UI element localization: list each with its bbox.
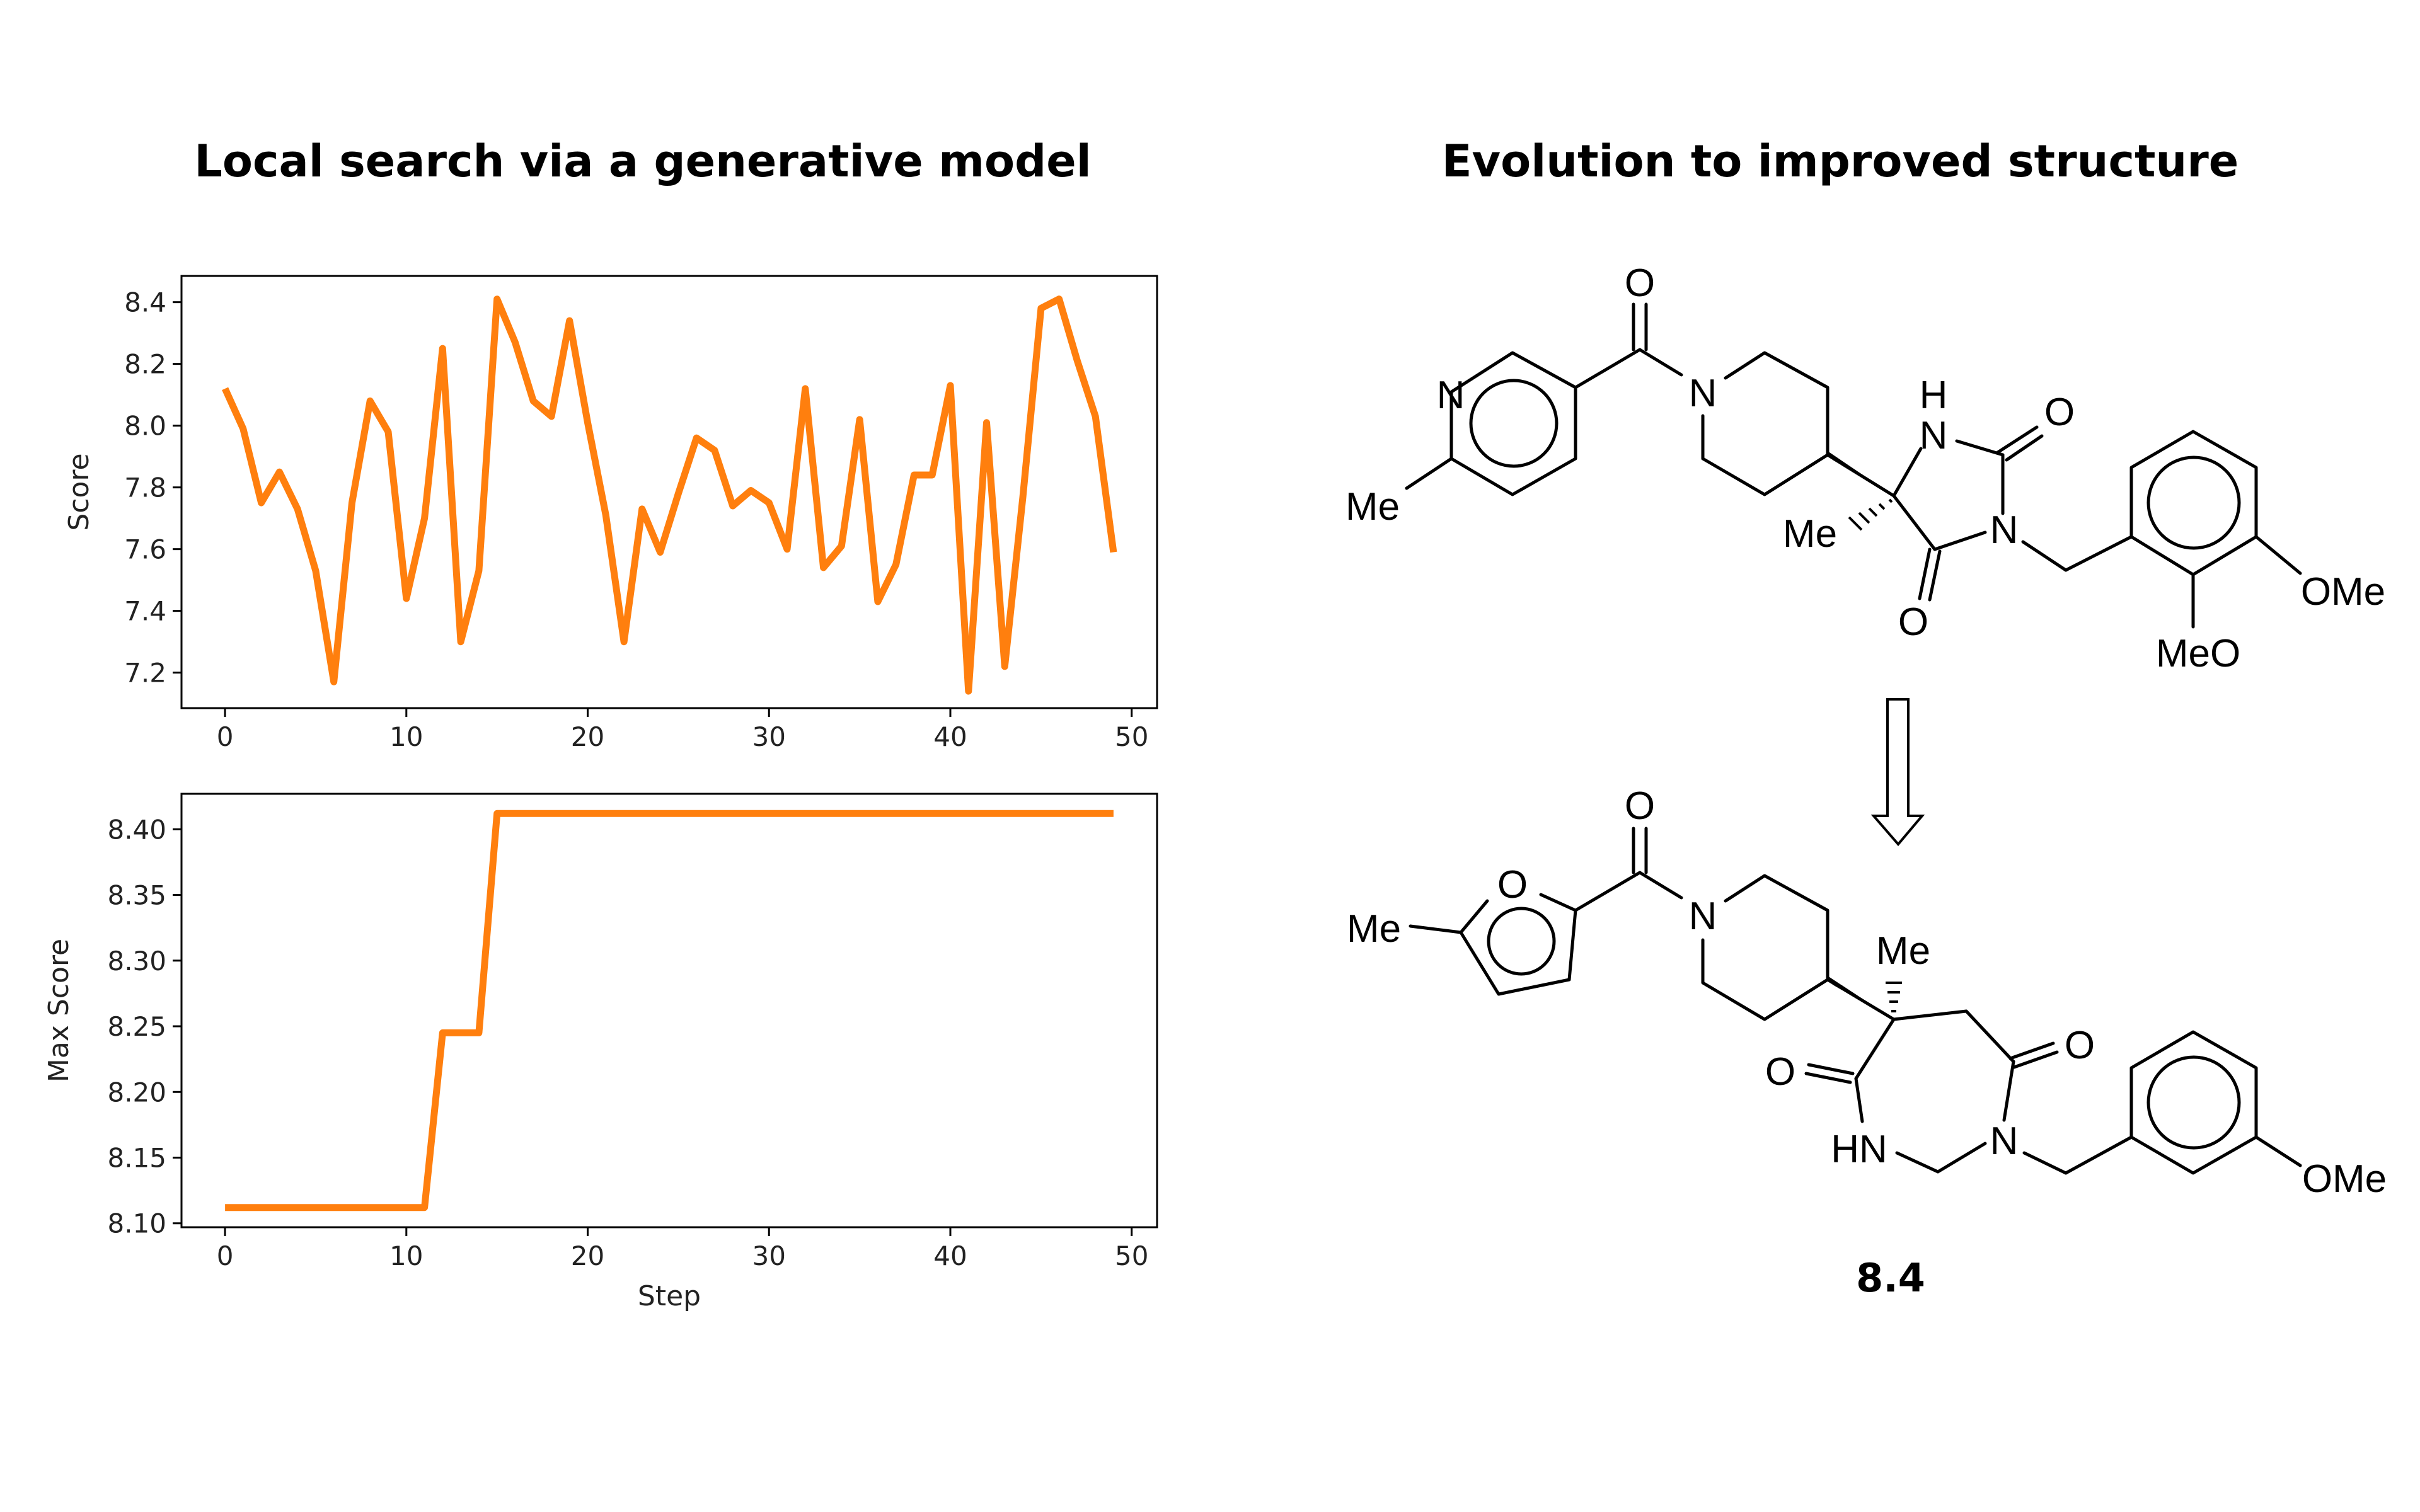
atom-h-imide: H — [1920, 374, 1948, 417]
y-axis-label: Max Score — [43, 939, 75, 1082]
atom-ome: OMe — [2302, 1157, 2387, 1201]
y-tick-label: 8.20 — [107, 1077, 166, 1108]
atom-n-pyridine: N — [1437, 374, 1465, 417]
atom-hn: HN — [1831, 1128, 1887, 1171]
y-tick-label: 8.30 — [107, 946, 166, 976]
molecule-original: O N Me N H N O Me N O OMe MeO — [1345, 261, 2385, 675]
plot-frame — [180, 275, 1158, 709]
atom-o-right: O — [2065, 1024, 2095, 1067]
x-tick-label: 20 — [571, 1240, 604, 1271]
atom-o: O — [1625, 784, 1655, 828]
atom-n-imide: N — [1990, 508, 2019, 552]
y-tick-label: 8.10 — [107, 1208, 166, 1239]
x-tick-label: 30 — [752, 1240, 786, 1271]
atom-n-piperidine: N — [1689, 895, 1717, 938]
x-tick-label: 50 — [1115, 721, 1148, 752]
right-panel-title: Evolution to improved structure — [1442, 135, 2239, 187]
score-chart: 0 10 20 30 40 50 7.2 7.4 7.6 7.8 8.0 8.2 8.4 Score — [63, 275, 1158, 752]
atom-o-urea: O — [2044, 391, 2075, 434]
y-tick-label: 8.4 — [124, 287, 166, 318]
y-tick-label: 8.25 — [107, 1011, 166, 1042]
atom-me-furan: Me — [1347, 907, 1401, 951]
max-score-chart: 0 10 20 30 40 50 8.10 8.15 8.20 8.25 8.30 8.35 8.40 M… — [43, 793, 1158, 1312]
atom-ome-right: OMe — [2301, 570, 2385, 614]
y-tick-label: 7.8 — [124, 472, 166, 503]
atom-o-imide: O — [1898, 600, 1928, 644]
x-tick-label: 50 — [1115, 1240, 1148, 1271]
left-panel-title: Local search via a generative model — [194, 135, 1091, 187]
y-tick-label: 8.40 — [107, 814, 166, 845]
atom-o: O — [1625, 261, 1655, 305]
x-tick-label: 0 — [217, 1240, 234, 1271]
y-tick-label: 8.15 — [107, 1143, 166, 1174]
x-tick-label: 20 — [571, 721, 604, 752]
y-tick-label: 8.0 — [124, 411, 166, 442]
y-tick-label: 7.6 — [124, 534, 166, 565]
atom-o-furan: O — [1497, 863, 1528, 907]
atom-n-ring: N — [1990, 1120, 2019, 1163]
x-tick-label: 40 — [933, 1240, 967, 1271]
atom-o-left: O — [1765, 1050, 1795, 1094]
y-axis-label: Score — [63, 453, 95, 530]
x-tick-label: 10 — [389, 721, 423, 752]
molecule-improved: O O Me N Me O O HN N OMe — [1347, 784, 2387, 1201]
improved-score-label: 8.4 — [1856, 1255, 1925, 1301]
x-tick-label: 40 — [933, 721, 967, 752]
y-tick-label: 8.35 — [107, 880, 166, 911]
x-tick-label: 0 — [217, 721, 234, 752]
atom-me-quaternary: Me — [1783, 512, 1837, 556]
x-axis-label: Step — [638, 1280, 701, 1312]
arrow-down-icon — [1870, 698, 1925, 847]
plot-frame — [180, 793, 1158, 1228]
series-line-0 — [225, 810, 1114, 1211]
series-line-0 — [222, 295, 1117, 695]
x-tick-label: 30 — [752, 721, 786, 752]
atom-me-quaternary: Me — [1876, 929, 1930, 973]
y-tick-label: 7.4 — [124, 596, 166, 627]
atom-n-piperidine: N — [1689, 372, 1717, 415]
y-tick-label: 7.2 — [124, 658, 166, 689]
atom-me-pyridine: Me — [1345, 485, 1400, 529]
atom-ome-left: MeO — [2156, 632, 2240, 675]
atom-n-imide-nh: N — [1920, 414, 1948, 457]
x-tick-label: 10 — [389, 1240, 423, 1271]
y-tick-label: 8.2 — [124, 349, 166, 380]
